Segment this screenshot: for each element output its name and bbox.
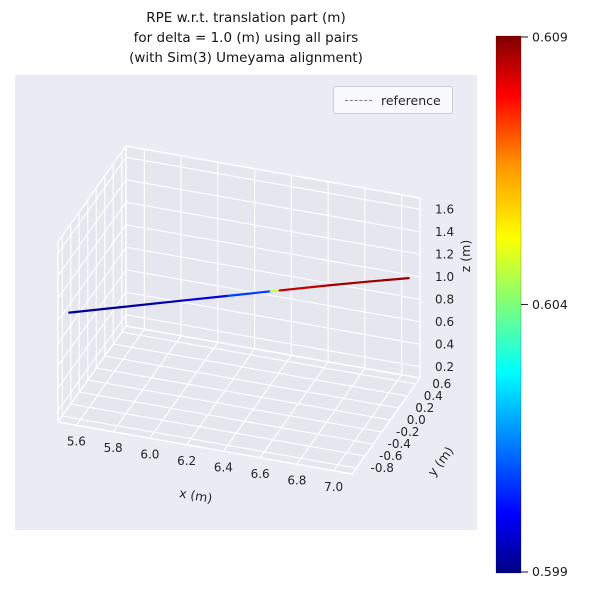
z-tick-label: 0.4 (435, 337, 454, 351)
grid-line-x-floor (259, 361, 329, 459)
y-tick-label: -0.2 (396, 425, 419, 439)
trajectory-segment (68, 305, 127, 314)
z-tick-label: 0.6 (435, 315, 454, 329)
y-tick-label: -0.8 (371, 461, 394, 475)
trajectory-segment (269, 289, 281, 293)
grid-line-z-left-wall (57, 156, 127, 254)
grid-line-x-floor (149, 341, 219, 439)
x-tick-label: 6.4 (214, 460, 233, 474)
trajectory-segment (124, 299, 184, 308)
legend-reference-dashed-line-icon (345, 99, 372, 101)
grid-line-z-left-wall (57, 179, 127, 277)
grid-line-z-right-wall (125, 201, 421, 255)
legend: reference (333, 86, 453, 114)
y-tick-label: 0.0 (407, 413, 426, 427)
colorbar-tick-label-max: 0.609 (532, 30, 568, 45)
x-tick-label: 6.2 (177, 454, 196, 468)
grid-line-y-floor (113, 343, 408, 397)
grid-line-y-floor (70, 403, 365, 457)
trajectory-segment (328, 280, 372, 287)
grid-line-z-right-wall (125, 314, 421, 368)
z-tick-label: 1.6 (435, 202, 454, 216)
grid-line-y-floor (79, 391, 374, 445)
x-tick-label: 6.0 (140, 447, 159, 461)
x-tick-label: 6.6 (251, 467, 270, 481)
z-tick-label: 1.2 (435, 247, 454, 261)
grid-line-x-floor (75, 328, 145, 426)
grid-line-z-left-wall (57, 201, 127, 299)
grid-line-z-left-wall (57, 269, 127, 367)
y-tick-label: 0.6 (432, 377, 451, 391)
colorbar-tick-label-min: 0.599 (532, 564, 568, 579)
trajectory-segment (181, 294, 229, 302)
grid-line-z-left-wall (57, 314, 127, 412)
axes-pane-right-wall (125, 145, 421, 379)
x-tick-label: 7.0 (324, 480, 343, 494)
legend-reference-label: reference (381, 92, 441, 108)
chart-title-line-1: RPE w.r.t. translation part (m) (146, 10, 346, 26)
grid-line-y-floor (121, 331, 416, 385)
grid-line-y-floor (62, 415, 357, 469)
grid-line-y-floor (87, 379, 382, 433)
x-tick-label: 5.6 (67, 434, 86, 448)
x-tick-label: 5.8 (104, 441, 123, 455)
z-tick-label: 0.8 (435, 292, 454, 306)
colorbar-tick-label-mid: 0.604 (532, 297, 568, 312)
grid-line-z-right-wall (125, 246, 421, 300)
grid-line-z-right-wall (125, 224, 421, 278)
grid-line-x-floor (296, 367, 366, 465)
trajectory-segment (278, 284, 331, 292)
chart-title-line-2: for delta = 1.0 (m) using all pairs (133, 30, 359, 46)
grid-line-x-floor (222, 354, 292, 452)
grid-line-z-left-wall (57, 224, 127, 322)
grid-line-z-right-wall (125, 156, 421, 210)
grid-line-x-floor (186, 348, 256, 446)
chart-title: RPE w.r.t. translation part (m) for delt… (15, 8, 477, 68)
grid-line-z-right-wall (125, 269, 421, 323)
grid-line-z-left-wall (57, 246, 127, 344)
x-axis-label: x (m) (178, 485, 213, 506)
grid-line-x-floor (112, 335, 182, 433)
grid-line-y-floor (104, 355, 399, 409)
z-tick-label: 1.4 (435, 225, 454, 239)
colorbar-gradient (495, 35, 522, 574)
grid-line-z-right-wall (125, 179, 421, 233)
y-tick-label: -0.6 (379, 449, 402, 463)
z-tick-label: 0.2 (435, 360, 454, 374)
y-tick-label: 0.2 (415, 401, 434, 415)
z-tick-label: 1.0 (435, 270, 454, 284)
z-axis-label: z (m) (458, 240, 473, 272)
x-tick-label: 6.8 (287, 473, 306, 487)
grid-line-y-floor (96, 367, 391, 421)
trajectory-segment (369, 277, 410, 283)
y-tick-label: -0.4 (388, 437, 411, 451)
grid-line-x-floor (333, 374, 403, 472)
y-tick-label: 0.4 (424, 389, 443, 403)
chart-title-line-3: (with Sim(3) Umeyama alignment) (129, 50, 363, 66)
trajectory-segment (226, 290, 272, 297)
